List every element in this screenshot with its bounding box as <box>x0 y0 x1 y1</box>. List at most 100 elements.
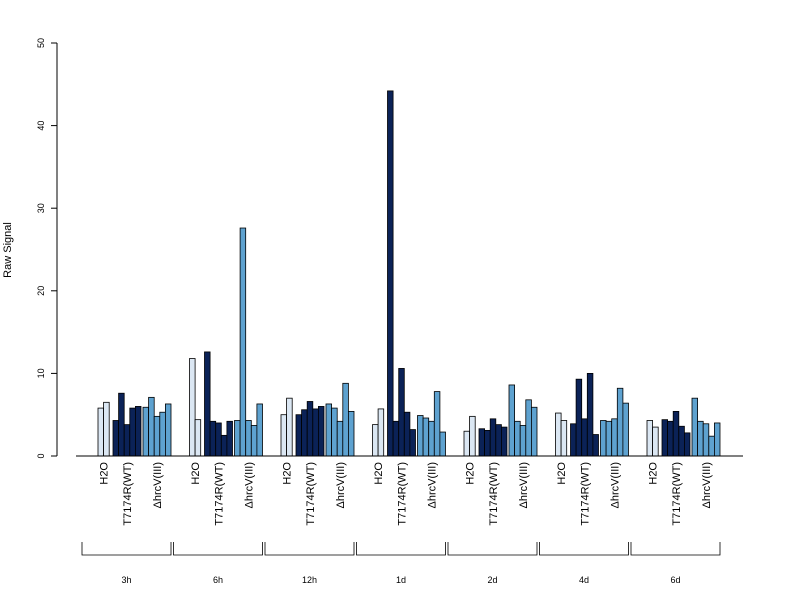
time-bracket <box>356 542 446 556</box>
bar <box>519 425 527 457</box>
bar <box>317 406 325 457</box>
y-tick-label: 40 <box>36 121 46 131</box>
bar <box>463 430 470 457</box>
condition-label: T7174R(WT) <box>122 462 134 526</box>
bar <box>123 424 131 457</box>
bar <box>575 378 583 457</box>
bar <box>672 410 680 457</box>
condition-label: H2O <box>99 462 111 485</box>
bar <box>312 408 319 457</box>
bar <box>433 391 441 457</box>
bar <box>581 418 588 457</box>
time-bracket <box>264 542 355 556</box>
bar <box>439 431 446 457</box>
condition-label: H2O <box>648 462 660 485</box>
bar <box>189 358 196 457</box>
time-label: 12h <box>302 575 317 585</box>
bar <box>661 419 668 457</box>
y-tick-label: 0 <box>36 453 46 458</box>
bar <box>684 432 691 457</box>
y-axis-title: Raw Signal <box>2 222 14 278</box>
condition-label: ΔhrcV(III) <box>518 462 530 508</box>
bar <box>708 435 715 457</box>
bar <box>331 407 338 457</box>
bar <box>234 420 241 457</box>
bar <box>220 434 228 457</box>
bar <box>531 406 538 457</box>
bar <box>525 399 532 457</box>
y-tick-label: 10 <box>36 368 46 378</box>
bar <box>555 412 562 457</box>
bar <box>164 403 172 457</box>
time-bracket <box>539 542 629 556</box>
bar <box>256 403 263 457</box>
condition-label: ΔhrcV(III) <box>427 462 439 508</box>
bar <box>570 423 577 457</box>
bar <box>560 420 568 457</box>
bar <box>622 402 629 457</box>
y-tick-label: 50 <box>36 38 46 48</box>
bar <box>495 424 502 457</box>
bar <box>652 426 659 457</box>
bar <box>422 417 430 457</box>
time-label: 2d <box>487 575 497 585</box>
bar <box>428 420 435 457</box>
time-label: 3h <box>121 575 131 585</box>
bar <box>697 420 704 457</box>
bar <box>714 422 721 457</box>
bar <box>398 368 405 457</box>
bar <box>372 424 379 457</box>
bar <box>245 420 252 457</box>
bar <box>342 382 349 457</box>
bar <box>325 403 332 457</box>
time-label: 1d <box>396 575 406 585</box>
bar <box>209 420 217 457</box>
y-tick-label: 20 <box>36 286 46 296</box>
bar <box>592 434 599 457</box>
bar <box>226 420 233 457</box>
bar <box>148 396 155 457</box>
condition-labels: H2O T7174R(WT) ΔhrcV(III) H2O T7174R(WT) Δhrc… <box>99 462 713 526</box>
bar <box>586 372 594 457</box>
bar <box>286 397 293 457</box>
bar <box>409 429 416 457</box>
bar <box>392 420 400 457</box>
time-bracket <box>630 542 721 556</box>
bar <box>250 425 258 457</box>
time-bracket <box>173 542 263 556</box>
bar <box>678 425 685 457</box>
bar <box>306 401 314 457</box>
condition-label: T7174R(WT) <box>580 462 592 526</box>
bar <box>239 227 247 457</box>
bar <box>387 90 394 457</box>
bar <box>489 418 497 457</box>
y-tick-label: 30 <box>36 203 46 213</box>
bar <box>129 407 136 457</box>
bar <box>417 415 424 457</box>
y-axis: 0 10 20 30 40 50 <box>36 38 58 459</box>
bar <box>215 422 222 457</box>
bar <box>514 420 521 457</box>
time-label: 6d <box>670 575 680 585</box>
bar <box>469 415 476 457</box>
bar <box>691 397 698 457</box>
bar <box>301 409 308 457</box>
bar <box>97 407 104 457</box>
condition-label: H2O <box>282 462 294 485</box>
bar <box>702 423 710 457</box>
bars <box>97 90 721 457</box>
time-brackets: 3h 6h 12h 1d 2d 4d 6d <box>81 542 721 585</box>
bar <box>508 384 515 457</box>
bar <box>142 406 149 457</box>
condition-label: H2O <box>190 462 202 485</box>
time-label: 4d <box>579 575 589 585</box>
bar <box>159 411 166 457</box>
bar <box>484 429 491 457</box>
condition-label: H2O <box>465 462 477 485</box>
bar <box>153 415 161 457</box>
condition-label: T7174R(WT) <box>488 462 500 526</box>
condition-label: ΔhrcV(III) <box>152 462 164 508</box>
condition-label: ΔhrcV(III) <box>335 462 347 508</box>
bar <box>600 420 607 457</box>
